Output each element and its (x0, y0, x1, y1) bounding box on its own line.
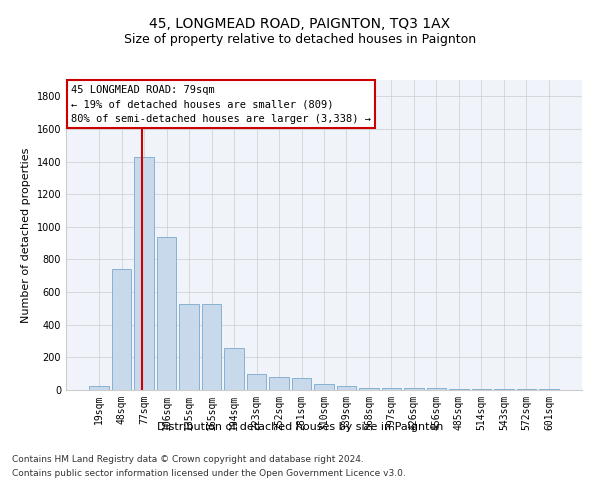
Bar (404, 388, 424, 390)
Bar (292, 378, 311, 390)
Bar (539, 389, 559, 390)
Bar (157, 236, 176, 390)
Bar (517, 389, 536, 390)
Bar (224, 348, 244, 390)
Text: 45 LONGMEAD ROAD: 79sqm
← 19% of detached houses are smaller (809)
80% of semi-d: 45 LONGMEAD ROAD: 79sqm ← 19% of detache… (71, 84, 371, 124)
Bar (427, 388, 446, 390)
Bar (472, 389, 491, 390)
Bar (382, 388, 401, 390)
Bar (337, 386, 356, 390)
Bar (314, 384, 334, 390)
Text: Size of property relative to detached houses in Paignton: Size of property relative to detached ho… (124, 32, 476, 46)
Bar (247, 374, 266, 390)
Bar (179, 304, 199, 390)
Text: Distribution of detached houses by size in Paignton: Distribution of detached houses by size … (157, 422, 443, 432)
Y-axis label: Number of detached properties: Number of detached properties (21, 148, 31, 322)
Text: Contains public sector information licensed under the Open Government Licence v3: Contains public sector information licen… (12, 469, 406, 478)
Text: Contains HM Land Registry data © Crown copyright and database right 2024.: Contains HM Land Registry data © Crown c… (12, 456, 364, 464)
Bar (494, 389, 514, 390)
Bar (359, 388, 379, 390)
Bar (449, 388, 469, 390)
Bar (134, 156, 154, 390)
Bar (269, 377, 289, 390)
Bar (202, 304, 221, 390)
Text: 45, LONGMEAD ROAD, PAIGNTON, TQ3 1AX: 45, LONGMEAD ROAD, PAIGNTON, TQ3 1AX (149, 18, 451, 32)
Bar (112, 270, 131, 390)
Bar (89, 386, 109, 390)
